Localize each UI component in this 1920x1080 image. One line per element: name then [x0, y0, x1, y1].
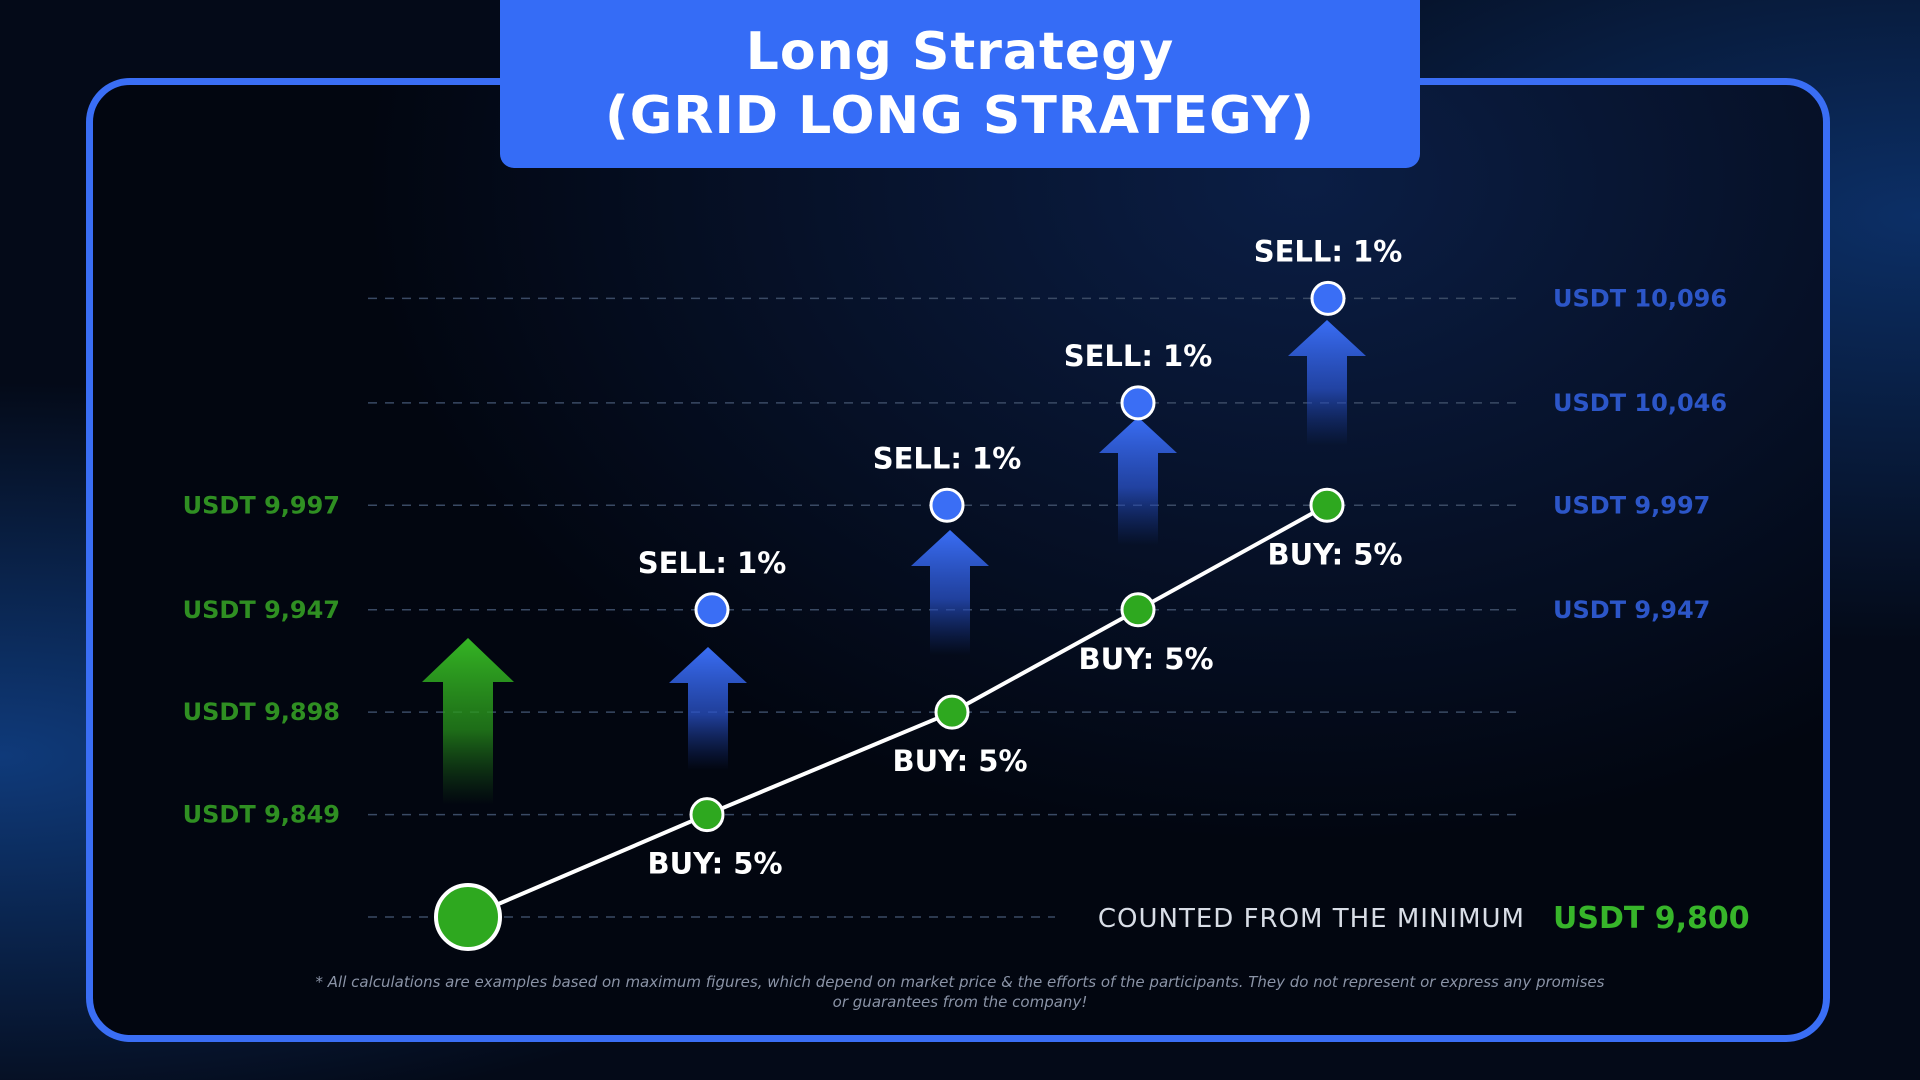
left-level-label: USDT 9,997: [183, 491, 340, 519]
sell-point: [694, 592, 730, 628]
title-line-1: Long Strategy: [745, 22, 1175, 82]
start-point: [434, 883, 502, 951]
disclaimer-line-2: or guarantees from the company!: [832, 993, 1088, 1011]
left-level-label: USDT 9,849: [183, 801, 340, 829]
buy-point: [1120, 592, 1156, 628]
up-arrow-blue: [1099, 417, 1177, 545]
up-arrow-blue: [911, 530, 989, 655]
up-arrow-blue: [669, 647, 747, 770]
right-level-label: USDT 9,947: [1553, 596, 1710, 624]
right-level-label: USDT 9,997: [1553, 491, 1710, 519]
left-level-label: USDT 9,898: [183, 698, 340, 726]
right-level-label: USDT 10,046: [1553, 389, 1727, 417]
buy-label: BUY: 5%: [1267, 537, 1402, 571]
minimum-caption: COUNTED FROM THE MINIMUM: [1098, 904, 1525, 934]
buy-label: BUY: 5%: [892, 744, 1027, 778]
sell-point: [1310, 280, 1346, 316]
left-level-label: USDT 9,947: [183, 596, 340, 624]
buy-point: [934, 694, 970, 730]
sell-point: [1120, 385, 1156, 421]
disclaimer-line-1: * All calculations are examples based on…: [315, 973, 1605, 991]
title-line-2: (GRID LONG STRATEGY): [604, 86, 1315, 146]
up-arrow-blue: [1288, 320, 1366, 445]
up-arrow-green: [422, 638, 514, 805]
buy-point: [1309, 487, 1345, 523]
buy-label: BUY: 5%: [1078, 642, 1213, 676]
price-path: [467, 503, 1328, 919]
sell-label: SELL: 1%: [1064, 339, 1213, 373]
buy-label: BUY: 5%: [647, 847, 782, 881]
title-banner: Long Strategy (GRID LONG STRATEGY): [500, 0, 1420, 168]
buy-point: [689, 797, 725, 833]
sell-label: SELL: 1%: [1254, 234, 1403, 268]
sell-label: SELL: 1%: [873, 441, 1022, 475]
sell-label: SELL: 1%: [638, 546, 787, 580]
sell-point: [929, 487, 965, 523]
right-level-label: USDT 10,096: [1553, 284, 1727, 312]
minimum-value: USDT 9,800: [1553, 901, 1750, 936]
disclaimer: * All calculations are examples based on…: [300, 972, 1620, 1012]
